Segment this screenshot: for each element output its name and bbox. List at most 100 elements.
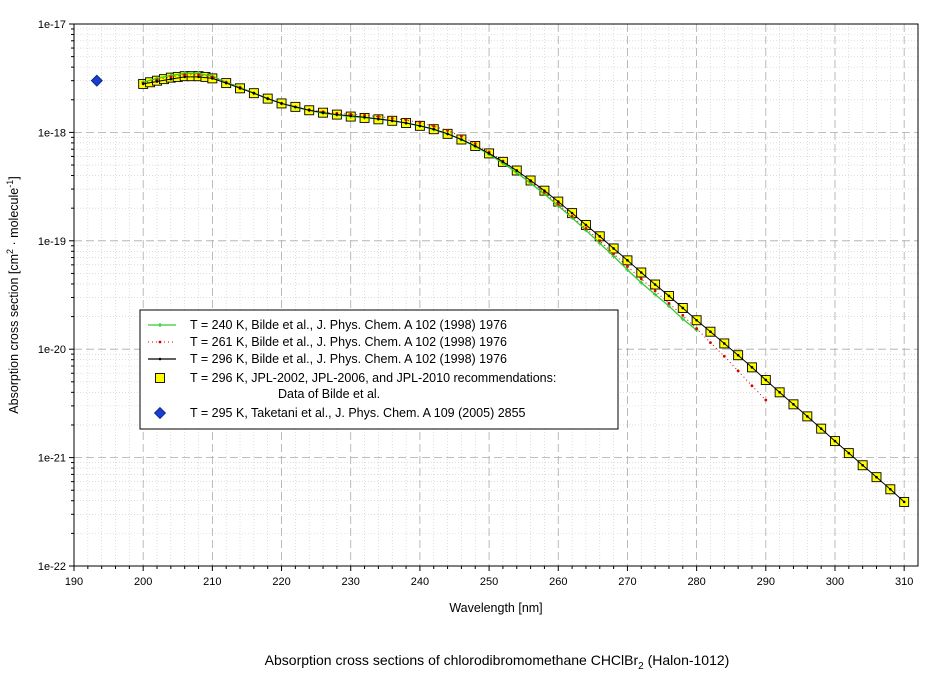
- data-point: [639, 277, 643, 281]
- legend-label-line2: Data of Bilde et al.: [278, 387, 380, 401]
- x-tick-label: 260: [549, 576, 567, 588]
- legend-item: T = 240 K, Bilde et al., J. Phys. Chem. …: [148, 318, 507, 332]
- data-point: [197, 75, 200, 79]
- data-point: [556, 200, 560, 203]
- data-point: [473, 144, 477, 148]
- x-tick-label: 250: [480, 576, 498, 588]
- x-tick-label: 300: [826, 576, 844, 588]
- data-point: [695, 327, 699, 330]
- data-point: [446, 129, 449, 132]
- legend-label: T = 295 K, Taketani et al., J. Phys. Che…: [190, 406, 526, 420]
- data-point: [681, 314, 685, 317]
- data-point: [556, 202, 560, 206]
- data-point: [667, 294, 671, 298]
- data-point: [90, 74, 103, 87]
- data-point: [653, 283, 657, 286]
- grid: [74, 24, 918, 566]
- legend-label: T = 296 K, Bilde et al., J. Phys. Chem. …: [190, 352, 507, 366]
- data-point: [141, 82, 145, 86]
- data-point: [666, 304, 671, 309]
- plot-frame: [73, 23, 919, 567]
- x-axis-ticks: 190 200 210 220 230 240 250 260 270 280 290 300 310: [65, 566, 913, 588]
- data-point: [460, 138, 463, 141]
- y-axis-label-part3: ]: [7, 176, 21, 179]
- y-axis-label-part2: · molecule: [7, 188, 21, 249]
- data-point: [321, 111, 325, 114]
- data-point: [377, 117, 380, 121]
- data-point: [252, 91, 256, 95]
- series-line: [143, 76, 905, 503]
- series-blue-diamond: [90, 74, 103, 87]
- data-point: [404, 121, 408, 125]
- data-point: [847, 451, 851, 455]
- data-point: [626, 259, 629, 262]
- data-point: [584, 223, 588, 227]
- legend-item: T = 296 K, Bilde et al., J. Phys. Chem. …: [148, 352, 507, 366]
- data-point: [335, 113, 339, 116]
- data-point: [764, 398, 768, 402]
- data-point: [584, 227, 588, 230]
- legend-item: T = 261 K, Bilde et al., J. Phys. Chem. …: [148, 335, 507, 349]
- data-point: [695, 318, 698, 322]
- data-point: [376, 115, 380, 118]
- data-point: [570, 211, 574, 215]
- data-point: [390, 116, 394, 120]
- legend-swatch-marker: [155, 373, 165, 383]
- data-point: [833, 439, 837, 443]
- data-point: [709, 330, 712, 334]
- data-point: [473, 142, 477, 145]
- y-axis-label-part1: Absorption cross section [cm: [7, 254, 21, 414]
- data-point: [224, 81, 228, 85]
- legend-swatch-marker: [153, 406, 167, 420]
- y-tick-label: 1e-21: [38, 453, 66, 465]
- data-point: [875, 475, 878, 479]
- x-tick-label: 280: [687, 576, 705, 588]
- x-tick-label: 210: [203, 576, 221, 588]
- data-point: [598, 239, 602, 243]
- y-tick-label: 1e-19: [38, 236, 66, 248]
- y-axis-label: Absorption cross section [cm2 · molecule…: [5, 176, 21, 413]
- x-tick-label: 290: [757, 576, 775, 588]
- x-tick-label: 270: [618, 576, 636, 588]
- data-point: [902, 500, 906, 504]
- legend-label: T = 261 K, Bilde et al., J. Phys. Chem. …: [190, 335, 507, 349]
- data-point: [709, 341, 712, 345]
- x-tick-label: 220: [272, 576, 290, 588]
- legend-box: [139, 309, 619, 430]
- legend: T = 240 K, Bilde et al., J. Phys. Chem. …: [139, 309, 619, 430]
- data-point: [155, 80, 159, 83]
- y-tick-label: 1e-18: [38, 127, 66, 139]
- data-point: [626, 265, 629, 268]
- data-point: [390, 119, 394, 123]
- data-point: [432, 124, 436, 128]
- data-point: [363, 113, 366, 117]
- data-point: [487, 152, 491, 155]
- x-tick-label: 200: [134, 576, 152, 588]
- data-point: [460, 134, 463, 138]
- data-point: [750, 366, 754, 369]
- series-line: [143, 74, 767, 401]
- legend-swatch-marker: [158, 340, 162, 344]
- legend-swatch-marker: [158, 323, 162, 327]
- data-point: [307, 108, 311, 112]
- data-point: [280, 102, 283, 105]
- legend-item: T = 295 K, Taketani et al., J. Phys. Che…: [153, 406, 526, 420]
- data-point: [736, 369, 740, 373]
- caption-subscript: 2: [638, 661, 644, 672]
- y-axis-label-sup1: 2: [5, 249, 15, 254]
- data-point: [363, 115, 366, 119]
- x-tick-label: 310: [895, 576, 913, 588]
- data-point: [238, 87, 242, 90]
- data-point: [750, 384, 754, 388]
- y-tick-label: 1e-22: [38, 561, 66, 573]
- data-point: [529, 179, 532, 182]
- data-point: [169, 75, 173, 79]
- series-yellow-square: [138, 71, 910, 507]
- data-point: [667, 301, 671, 305]
- legend-label: T = 240 K, Bilde et al., J. Phys. Chem. …: [190, 318, 507, 332]
- data-point: [722, 342, 726, 345]
- data-point: [612, 252, 616, 256]
- data-point: [211, 77, 214, 80]
- data-point: [792, 403, 795, 406]
